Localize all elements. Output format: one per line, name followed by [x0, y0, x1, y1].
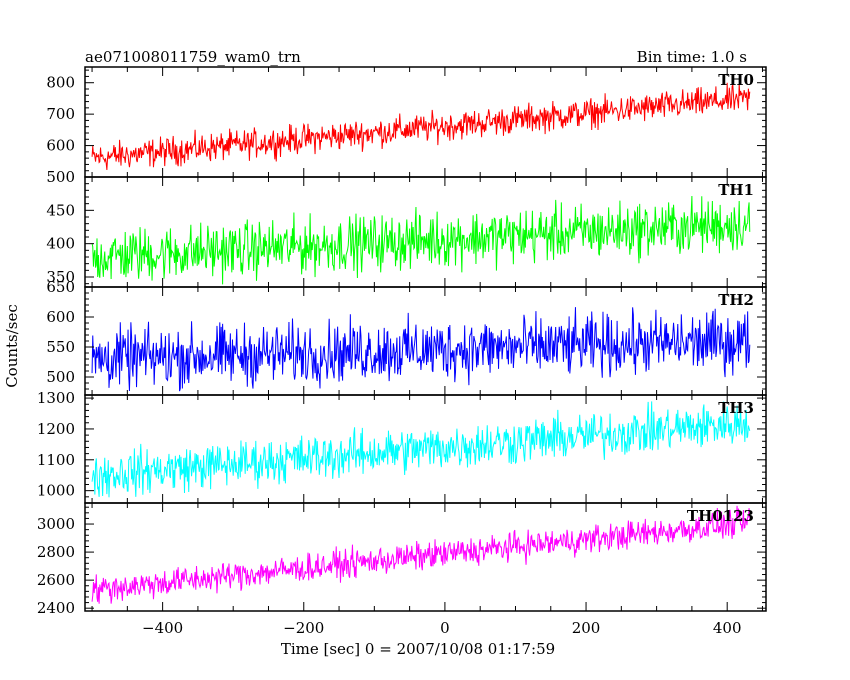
y-tick-label: 550 — [46, 338, 75, 356]
y-tick-label: 1000 — [37, 482, 75, 500]
y-tick-label: 500 — [46, 168, 75, 186]
y-tick-label: 1300 — [37, 389, 75, 407]
series-line-th2 — [91, 307, 751, 392]
plot-title: ae071008011759_wam0_trn — [85, 48, 301, 66]
series-line-th0 — [91, 82, 751, 170]
y-tick-label: 650 — [46, 278, 75, 296]
series-line-th0123 — [91, 505, 751, 604]
x-axis-label: Time [sec] 0 = 2007/10/08 01:17:59 — [281, 640, 555, 658]
y-tick-label: 600 — [46, 308, 75, 326]
bin-time-label: Bin time: 1.0 s — [637, 48, 747, 66]
panels-group: 500 600 700 800 TH0 350 400 450 TH1 500 550 600 650 T… — [37, 66, 767, 637]
x-tick-label: 0 — [440, 619, 450, 637]
series-label-th0: TH0 — [718, 71, 754, 89]
y-tick-label: 2400 — [37, 599, 75, 617]
y-tick-label: 2600 — [37, 571, 75, 589]
panel-frame-th0123 — [84, 502, 767, 612]
series-line-th1 — [91, 195, 751, 285]
y-tick-label: 1100 — [37, 451, 75, 469]
x-tick-label: −200 — [283, 619, 324, 637]
y-tick-label: 600 — [46, 137, 75, 155]
y-tick-label: 450 — [46, 201, 75, 219]
series-label-th3: TH3 — [718, 399, 754, 417]
x-tick-label: −400 — [142, 619, 183, 637]
x-tick-label: 200 — [572, 619, 601, 637]
y-tick-label: 350 — [46, 268, 75, 286]
y-tick-label: 800 — [46, 74, 75, 92]
y-tick-label: 3000 — [37, 515, 75, 533]
series-line-th3 — [91, 401, 751, 498]
y-tick-label: 500 — [46, 368, 75, 386]
y-tick-label: 1200 — [37, 420, 75, 438]
series-label-th1: TH1 — [718, 181, 754, 199]
y-tick-label: 2800 — [37, 543, 75, 561]
y-tick-label: 700 — [46, 105, 75, 123]
y-tick-label: 400 — [46, 235, 75, 253]
y-axis-label: Counts/sec — [3, 304, 21, 388]
series-label-th0123: TH0123 — [687, 507, 754, 525]
x-tick-label: 400 — [713, 619, 742, 637]
series-label-th2: TH2 — [718, 291, 754, 309]
